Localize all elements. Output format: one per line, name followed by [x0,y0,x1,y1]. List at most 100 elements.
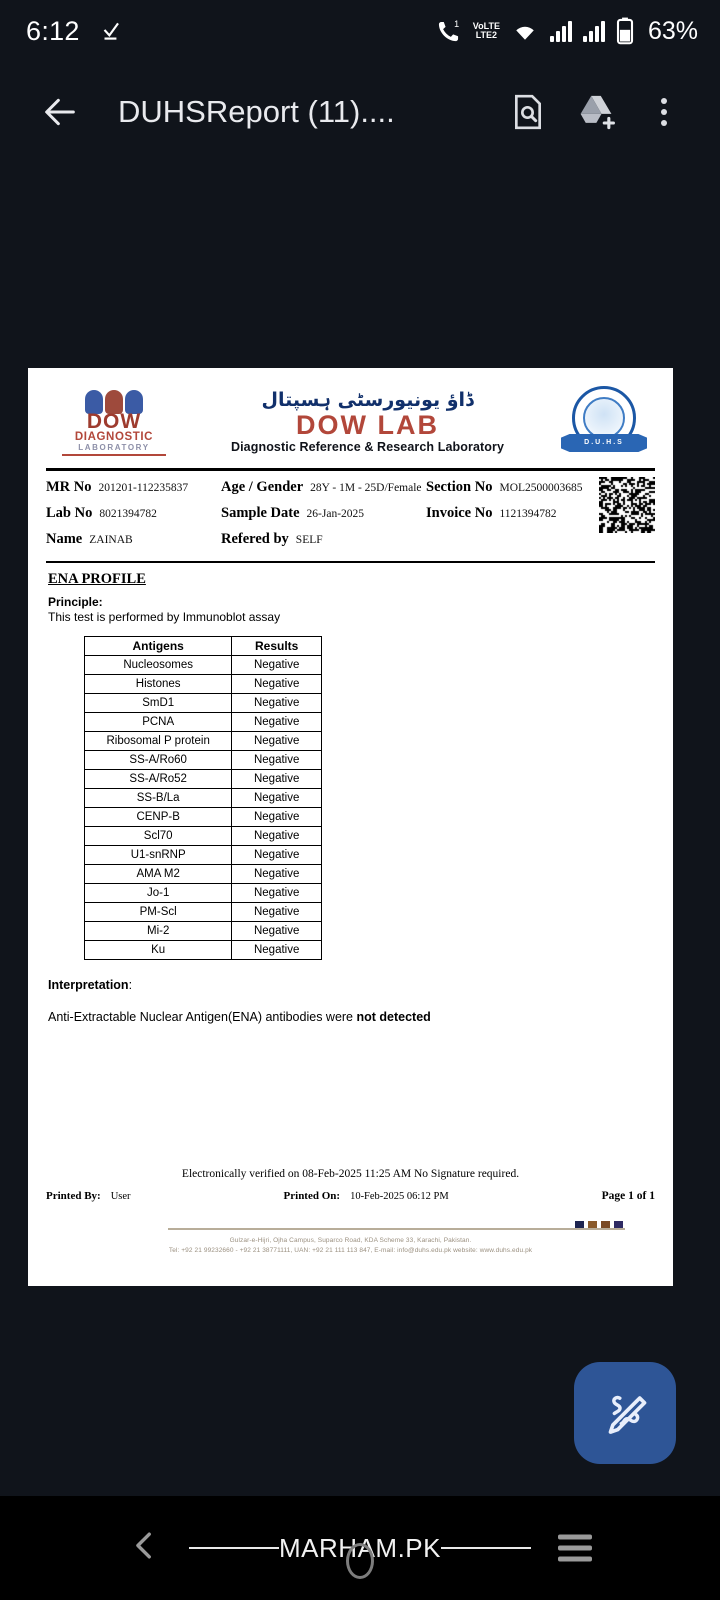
interpretation-label: Interpretation [48,978,129,992]
signal-sim1-icon [549,20,572,42]
back-button[interactable] [28,80,92,144]
address-line-1: Gulzar-e-Hijri, Ojha Campus, Suparco Roa… [229,1237,472,1244]
signal-sim2-icon [582,20,605,42]
cell-result: Negative [231,731,322,751]
home-circle-icon [346,1542,374,1579]
cell-antigen: SS-B/La [83,788,233,808]
patient-info-grid: MR No 201201-112235837 Age / Gender 28Y … [46,479,655,548]
dow-diagnostic-logo: DOW DIAGNOSTIC LABORATORY [54,388,174,456]
field-value: 26-Jan-2025 [306,507,365,520]
field-label: Section No [426,478,493,495]
more-options-button[interactable] [632,80,696,144]
address-line-2: Tel: +92 21 99232660 - +92 21 38771111, … [168,1247,533,1255]
logo-laboratory-text: LABORATORY [78,442,150,452]
home-line-right [440,1547,531,1549]
cell-result: Negative [231,693,322,713]
cell-result: Negative [231,655,322,675]
section-divider [46,560,655,563]
printed-on-group: Printed On: 10-Feb-2025 06:12 PM [284,1190,449,1202]
table-row: SmD1 Negative [83,693,322,713]
interpretation-text: Anti-Extractable Nuclear Antigen(ENA) an… [48,1010,673,1024]
brand-name: DOW LAB [296,410,439,441]
urdu-title: ڈاؤ یونیورسٹی ہسپتال [261,389,474,412]
kebab-icon [661,98,667,126]
cell-antigen: Histones [83,674,233,694]
table-row: AMA M2 Negative [83,864,322,884]
field-refered-by: Refered by SELF [221,531,426,548]
cell-result: Negative [231,674,322,694]
cell-antigen: AMA M2 [83,864,233,884]
field-sample-date: Sample Date 26-Jan-2025 [221,505,426,522]
field-value: ZAINAB [89,533,133,546]
verification-note: Electronically verified on 08-Feb-2025 1… [181,1168,520,1180]
save-to-drive-icon[interactable] [564,80,628,144]
status-clock: 6:12 [26,15,80,46]
column-header-antigens: Antigens [83,636,233,656]
cell-result: Negative [231,845,322,865]
field-label: Lab No [46,504,93,521]
cell-antigen: SS-A/Ro52 [83,769,233,789]
logo-underline [62,453,166,456]
cell-antigen: PCNA [83,712,233,732]
table-row: CENP-B Negative [83,807,322,827]
lab-report: DOW DIAGNOSTIC LABORATORY ڈاؤ یونیورسٹی … [28,368,673,1286]
field-value: MOL2500003685 [499,481,583,494]
svg-text:1: 1 [454,19,459,29]
app-bar: DUHSReport (11).... [0,62,720,162]
nav-back-button[interactable] [128,1526,162,1571]
interpretation-prefix: Anti-Extractable Nuclear Antigen(ENA) an… [48,1010,357,1024]
document-page[interactable]: DOW DIAGNOSTIC LABORATORY ڈاؤ یونیورسٹی … [28,368,673,1286]
table-row: Ribosomal P protein Negative [83,731,322,751]
report-title: ENA PROFILE [48,571,146,587]
principle-text: This test is performed by Immunoblot ass… [48,610,281,624]
interpretation-heading: Interpretation: [48,978,673,992]
qr-code [599,476,655,533]
table-row: Histones Negative [83,674,322,694]
table-row: SS-B/La Negative [83,788,322,808]
cell-antigen: CENP-B [83,807,233,827]
table-row: SS-A/Ro52 Negative [83,769,322,789]
search-icon[interactable] [496,80,560,144]
field-value: 8021394782 [99,507,157,520]
brand-subtitle: Diagnostic Reference & Research Laborato… [230,439,505,454]
cell-antigen: PM-Scl [83,902,233,922]
footer-color-swatches [575,1221,623,1228]
table-row: Nucleosomes Negative [83,655,322,675]
call-forward-icon: 1 [435,18,462,45]
footer-divider [168,1228,625,1230]
table-row: U1-snRNP Negative [83,845,322,865]
results-table-body: Nucleosomes Negative Histones Negative SmD1 N… [83,655,322,960]
field-label: Age / Gender [221,478,304,495]
cell-result: Negative [231,864,322,884]
cell-result: Negative [231,940,322,960]
field-label: Refered by [221,530,289,547]
home-line-left [189,1547,280,1549]
cell-antigen: U1-snRNP [83,845,233,865]
page-number: Page 1 of 1 [601,1190,655,1202]
nav-recents-button[interactable] [558,1534,592,1562]
table-row: Ku Negative [83,940,322,960]
cell-antigen: Scl70 [83,826,233,846]
page-title: DUHSReport (11).... [118,94,395,129]
print-info-row: Printed By: User Printed On: 10-Feb-2025… [46,1190,655,1202]
cell-result: Negative [231,921,322,941]
logo-diagnostic-text: DIAGNOSTIC [74,431,154,444]
volte-icon: VoLTE LTE2 [473,22,500,40]
field-value: 201201-112235837 [98,481,189,494]
status-bar-left: 6:12 [26,16,124,47]
cell-antigen: Mi-2 [83,921,233,941]
signature-pen-icon [608,1395,647,1434]
cell-result: Negative [231,712,322,732]
header-divider [46,468,655,471]
table-row: Jo-1 Negative [83,883,322,903]
footer-address: Gulzar-e-Hijri, Ojha Campus, Suparco Roa… [28,1236,673,1256]
cell-result: Negative [231,807,322,827]
sign-fab-button[interactable] [574,1362,676,1464]
field-section-no: Section No MOL2500003685 [426,479,616,496]
volte-top-label: VoLTE [472,21,500,31]
status-bar: 6:12 1 VoLTE LTE2 63% [0,0,720,62]
nav-home-button[interactable]: MARHAM.PK [189,1533,531,1579]
field-lab-no: Lab No 8021394782 [46,505,221,522]
cell-antigen: Nucleosomes [83,655,233,675]
